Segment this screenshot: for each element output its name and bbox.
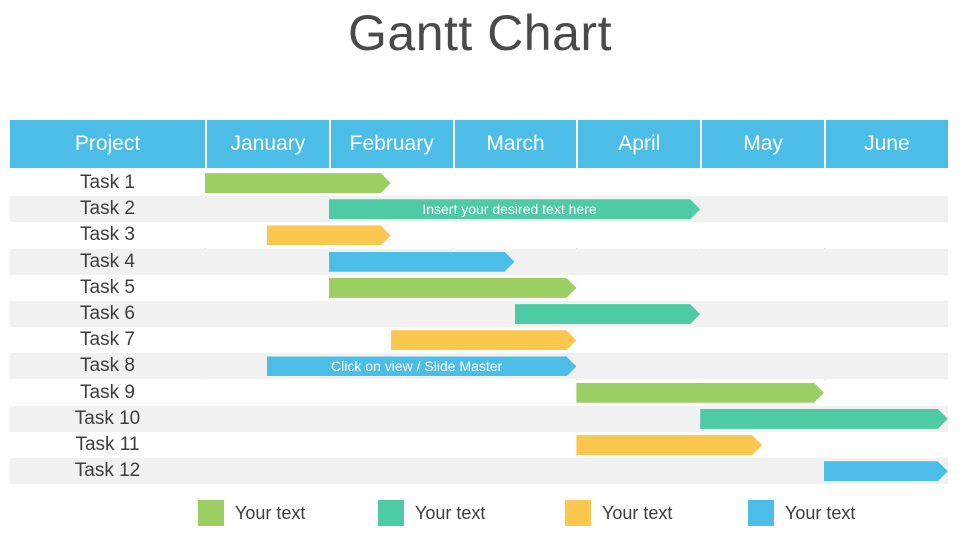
task-bar[interactable]: Click on view / Slide Master xyxy=(267,356,577,376)
task-bar[interactable] xyxy=(700,409,948,429)
task-label: Task 6 xyxy=(80,303,135,324)
task-row: Task 9 xyxy=(10,379,948,406)
legend-swatch xyxy=(378,500,404,526)
legend: Your text Your text Your text Your text xyxy=(0,498,960,528)
task-bar[interactable] xyxy=(329,252,515,272)
task-label: Task 11 xyxy=(75,434,140,455)
task-bar[interactable] xyxy=(515,304,701,324)
task-row: Task 3 xyxy=(10,222,948,249)
task-bar[interactable] xyxy=(391,330,577,350)
task-label: Task 2 xyxy=(80,198,135,220)
task-label: Task 12 xyxy=(74,460,141,482)
task-row: Task 4 xyxy=(10,248,948,275)
task-row: Task 8 Click on view / Slide Master xyxy=(10,353,948,380)
task-label: Task 10 xyxy=(74,407,141,429)
task-label: Task 4 xyxy=(80,250,135,272)
task-bar-text: Insert your desired text here xyxy=(422,201,597,218)
legend-swatch xyxy=(748,500,774,526)
task-bar-text: Click on view / Slide Master xyxy=(331,358,503,375)
task-row: Task 6 xyxy=(10,301,948,327)
task-label: Task 1 xyxy=(80,172,135,193)
header-month-june: June xyxy=(824,120,948,168)
legend-label: Your text xyxy=(235,503,306,523)
task-bar[interactable] xyxy=(205,173,391,193)
task-label: Task 5 xyxy=(80,276,135,298)
task-row: Task 12 xyxy=(10,458,948,485)
task-bar[interactable] xyxy=(824,461,948,481)
task-row: Task 10 xyxy=(10,405,948,432)
task-bar[interactable] xyxy=(329,278,577,298)
task-label: Task 3 xyxy=(80,224,135,246)
legend-swatch xyxy=(198,500,224,526)
header-month-may: May xyxy=(700,120,824,168)
task-row: Task 2 Insert your desired text here xyxy=(10,196,948,223)
task-bar[interactable] xyxy=(267,225,391,245)
gantt-header: Project January February March April May June xyxy=(10,120,948,168)
header-project-label: Project xyxy=(74,132,141,155)
header-month-march: March xyxy=(452,120,577,168)
header-month-april: April xyxy=(576,120,700,168)
header-month-january: January xyxy=(205,120,329,168)
task-bar[interactable] xyxy=(576,435,762,455)
legend-label: Your text xyxy=(785,503,856,523)
task-row: Task 11 xyxy=(10,432,948,458)
task-bar[interactable] xyxy=(576,383,824,403)
task-row: Task 5 xyxy=(10,274,948,301)
gantt-chart: Project January February March April May June… xyxy=(10,120,948,485)
legend-swatch xyxy=(565,500,591,526)
task-bar[interactable]: Insert your desired text here xyxy=(329,199,700,219)
task-row: Task 1 xyxy=(10,170,948,196)
legend-label: Your text xyxy=(602,503,673,523)
page-title: Gantt Chart xyxy=(348,5,612,61)
task-label: Task 9 xyxy=(80,381,135,403)
legend-label: Your text xyxy=(415,503,486,523)
task-row: Task 7 xyxy=(10,327,948,354)
header-month-february: February xyxy=(328,120,453,168)
task-label: Task 8 xyxy=(80,355,135,377)
task-label: Task 7 xyxy=(80,329,135,351)
